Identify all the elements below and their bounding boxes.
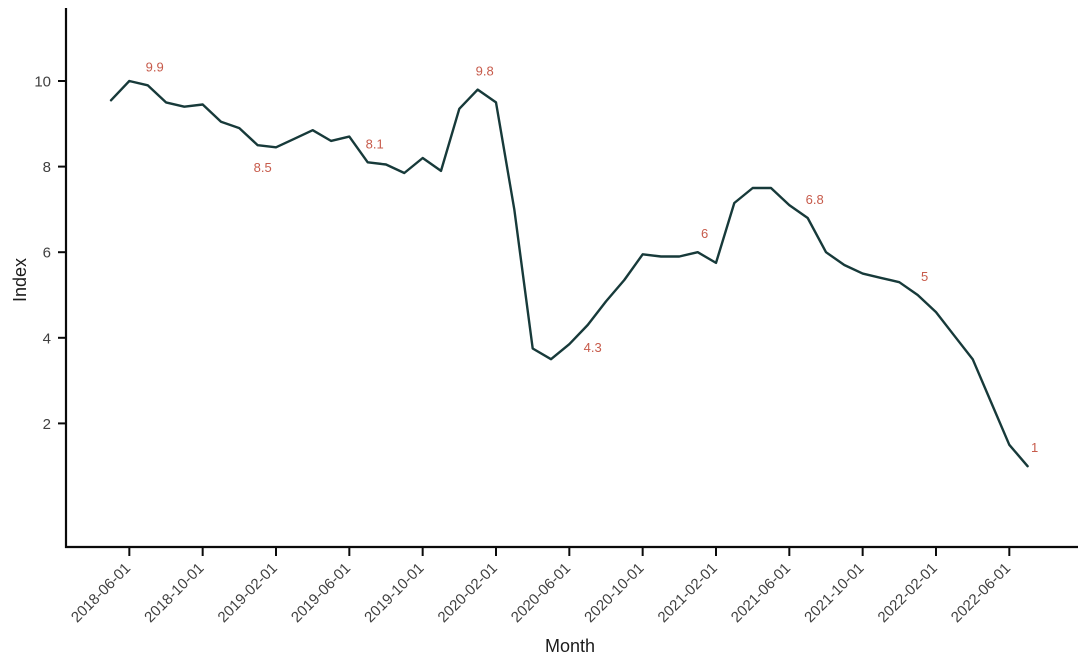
- point-value-label: 9.8: [476, 64, 494, 79]
- x-tick-label: 2022-02-01: [875, 560, 941, 626]
- y-tick-label: 4: [43, 330, 51, 347]
- point-value-label: 8.1: [366, 136, 384, 151]
- x-tick-label: 2018-10-01: [141, 560, 207, 626]
- x-tick-label: 2022-06-01: [948, 560, 1014, 626]
- y-tick-label: 8: [43, 159, 51, 176]
- point-value-label: 6: [701, 226, 708, 241]
- point-value-label: 6.8: [806, 192, 824, 207]
- x-tick-label: 2021-02-01: [655, 560, 721, 626]
- point-value-label: 8.5: [254, 160, 272, 175]
- point-labels-group: 9.9 8.5 8.1 9.8 4.3 6 6.8 5 1: [146, 59, 1039, 455]
- y-axis-title: Index: [10, 258, 30, 302]
- x-tick-label: 2019-10-01: [361, 560, 427, 626]
- point-value-label: 9.9: [146, 59, 164, 74]
- x-tick-label: 2020-06-01: [508, 560, 574, 626]
- x-axis: 2018-06-01 2018-10-01 2019-02-01 2019-06-01…: [65, 545, 1078, 626]
- point-value-label: 5: [921, 269, 928, 284]
- y-axis: 2 4 6 8 10: [34, 8, 68, 548]
- y-tick-label: 6: [43, 245, 51, 262]
- point-value-label: 1: [1031, 440, 1038, 455]
- x-tick-label: 2018-06-01: [68, 560, 134, 626]
- x-tick-label: 2019-02-01: [215, 560, 281, 626]
- point-value-label: 4.3: [584, 340, 602, 355]
- x-axis-title: Month: [545, 636, 595, 656]
- y-tick-label: 2: [43, 416, 51, 433]
- x-tick-label: 2019-06-01: [288, 560, 354, 626]
- index-series-line: [109, 79, 1029, 468]
- x-tick-label: 2020-02-01: [435, 560, 501, 626]
- x-tick-label: 2020-10-01: [581, 560, 647, 626]
- x-tick-label: 2021-06-01: [728, 560, 794, 626]
- series-line-group: [109, 79, 1029, 468]
- y-tick-label: 10: [34, 74, 51, 91]
- x-tick-label: 2021-10-01: [801, 560, 867, 626]
